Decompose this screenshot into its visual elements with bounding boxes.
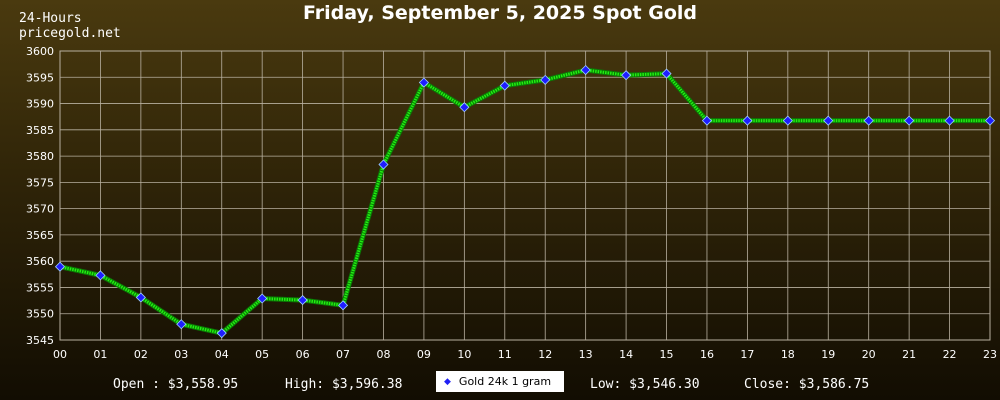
high-price: High: $3,596.38: [285, 377, 403, 392]
x-tick-label: 01: [93, 348, 107, 361]
x-tick-label: 11: [498, 348, 512, 361]
x-tick-label: 09: [417, 348, 431, 361]
x-tick-label: 03: [174, 348, 188, 361]
x-tick-label: 12: [538, 348, 552, 361]
y-tick-label: 3545: [26, 334, 54, 347]
x-tick-label: 17: [740, 348, 754, 361]
data-point: [418, 77, 429, 88]
data-point: [378, 159, 389, 170]
data-point: [95, 270, 106, 281]
x-tick-label: 18: [781, 348, 795, 361]
legend-marker-icon: ◆: [444, 376, 451, 387]
x-tick-label: 08: [376, 348, 390, 361]
data-point: [459, 102, 470, 113]
x-tick-label: 20: [862, 348, 876, 361]
line-chart: 3545 3550 3555 3560 3565 3570 3575 3580 3585 3590…: [26, 45, 997, 361]
data-point: [257, 293, 268, 304]
x-tick-label: 13: [579, 348, 593, 361]
data-point: [621, 70, 632, 81]
open-price: Open : $3,558.95: [113, 377, 239, 392]
y-tick-label: 3595: [26, 71, 54, 84]
y-tick-label: 3580: [26, 150, 54, 163]
data-point: [176, 319, 187, 330]
y-tick-label: 3600: [26, 45, 54, 58]
series-line: [59, 68, 990, 335]
brand-line-site: pricegold.net: [19, 26, 121, 41]
legend-label: Gold 24k 1 gram: [458, 375, 552, 388]
y-tick-label: 3575: [26, 176, 54, 189]
x-tick-label: 00: [53, 348, 67, 361]
data-point: [782, 115, 793, 126]
x-tick-label: 16: [700, 348, 714, 361]
data-point: [661, 68, 672, 79]
data-point: [54, 261, 66, 272]
data-point: [944, 115, 955, 126]
data-point: [297, 294, 308, 306]
data-point: [337, 300, 349, 311]
brand-line-period: 24-Hours: [19, 11, 82, 26]
x-tick-label: 07: [336, 348, 350, 361]
x-tick-label: 06: [296, 348, 310, 361]
y-tick-label: 3550: [26, 308, 54, 321]
x-tick-label: 10: [457, 348, 471, 361]
close-price: Close: $3,586.75: [744, 377, 870, 392]
data-point: [904, 115, 915, 126]
data-point: [863, 115, 874, 126]
data-point: [216, 328, 227, 339]
brand-label: 24-Hours pricegold.net: [19, 11, 121, 41]
y-tick-label: 3560: [26, 255, 54, 268]
y-tick-label: 3555: [26, 281, 54, 294]
x-tick-label: 02: [134, 348, 148, 361]
data-point: [499, 80, 510, 91]
x-tick-label: 14: [619, 348, 633, 361]
x-tick-label: 23: [983, 348, 997, 361]
plot-frame: [59, 50, 991, 341]
y-tick-label: 3590: [26, 98, 54, 111]
data-point: [742, 115, 753, 126]
x-tick-label: 04: [215, 348, 229, 361]
data-point: [540, 74, 551, 85]
y-tick-label: 3565: [26, 229, 54, 242]
y-tick-label: 3585: [26, 124, 54, 137]
x-tick-label: 15: [660, 348, 674, 361]
y-tick-label: 3570: [26, 203, 54, 216]
x-tick-label: 05: [255, 348, 269, 361]
x-tick-label: 21: [902, 348, 916, 361]
chart-footer: Open : $3,558.95 High: $3,596.38 ◆ Gold …: [0, 370, 1000, 400]
low-price: Low: $3,546.30: [590, 377, 700, 392]
legend: ◆ Gold 24k 1 gram: [436, 371, 564, 392]
series-line-shadow: [59, 67, 990, 336]
x-tick-label: 19: [821, 348, 835, 361]
data-point: [135, 292, 146, 303]
chart-title: Friday, September 5, 2025 Spot Gold: [303, 2, 697, 24]
x-tick-label: 22: [943, 348, 957, 361]
data-point: [984, 115, 996, 126]
data-point: [701, 115, 713, 126]
data-point: [580, 64, 591, 76]
data-point: [823, 115, 834, 126]
